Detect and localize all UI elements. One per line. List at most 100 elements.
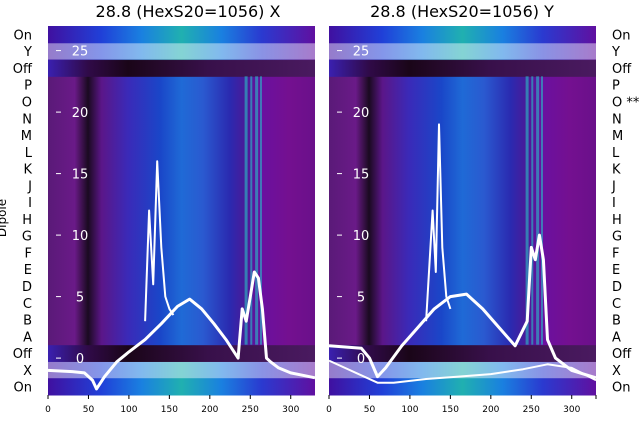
y-tick-label: 15 <box>353 168 370 183</box>
heatmap-stripe <box>250 76 253 345</box>
panel-y-x-ticks: 0 50 100 150 200 250 300 <box>326 395 597 415</box>
heatmap-row <box>48 378 315 396</box>
heatmap-row <box>329 160 596 178</box>
dipole-label: A <box>23 330 32 345</box>
heatmap-row <box>329 327 596 346</box>
dipole-label: C <box>23 297 32 312</box>
dipole-label: O ** <box>612 95 640 110</box>
heatmap-row <box>48 59 315 77</box>
dipole-label: E <box>612 263 620 278</box>
series-line <box>425 123 452 322</box>
heatmap-row <box>48 193 315 211</box>
heatmap-row <box>329 176 596 195</box>
heatmap-row <box>329 143 596 161</box>
x-tick-label: 250 <box>523 405 540 415</box>
heatmap-row <box>329 277 596 295</box>
x-tick-label: 300 <box>563 405 580 415</box>
dipole-label: A <box>612 330 621 345</box>
panel-x: 28.8 (HexS20=1056) X Dipole On X Off ABCDEF… <box>0 2 316 415</box>
x-tick-label: 50 <box>364 405 376 415</box>
panel-x-title: 28.8 (HexS20=1056) X <box>96 2 281 21</box>
dipole-label: Off <box>612 347 632 362</box>
y-tick-label: 25 <box>72 45 89 60</box>
heatmap-row <box>329 76 596 94</box>
heatmap-row <box>48 126 315 144</box>
dipole-label: X <box>612 364 621 379</box>
dipole-label: P <box>24 79 32 94</box>
dipole-label: I <box>612 196 616 211</box>
dipole-label: K <box>612 163 621 178</box>
dipole-label: C <box>612 297 621 312</box>
heatmap-row <box>329 227 596 245</box>
y-tick-label: 10 <box>353 229 370 244</box>
dipole-label: Y <box>23 45 32 60</box>
x-tick-label: 150 <box>442 405 459 415</box>
heatmap-row <box>48 109 315 128</box>
heatmap-row <box>48 327 315 346</box>
y-tick-label: 25 <box>353 45 370 60</box>
heatmap-row <box>48 210 315 228</box>
dipole-label: E <box>24 263 32 278</box>
dipole-label: On <box>612 28 630 43</box>
heatmap-row <box>329 109 596 128</box>
dipole-label: Off <box>13 62 33 77</box>
heatmap-stripe <box>531 76 534 345</box>
heatmap-row <box>48 160 315 178</box>
heatmap-stripe <box>259 76 262 345</box>
dipole-label: On <box>14 28 32 43</box>
heatmap-row <box>329 361 596 379</box>
heatmap-row <box>329 260 596 279</box>
heatmap-row <box>329 378 596 396</box>
dipole-label: P <box>612 79 620 94</box>
heatmap-row <box>48 143 315 161</box>
x-tick-label: 150 <box>161 405 178 415</box>
x-tick-label: 0 <box>326 405 332 415</box>
dipole-label: H <box>22 213 32 228</box>
dipole-label: N <box>22 112 32 127</box>
heatmap-stripe <box>536 76 540 345</box>
dipole-label: D <box>612 280 622 295</box>
heatmap-row <box>329 210 596 228</box>
dipole-label: O <box>22 95 32 110</box>
heatmap-row <box>329 26 596 44</box>
y-tick-label: 20 <box>72 106 89 121</box>
heatmap-row <box>48 227 315 245</box>
y-tick-label: 15 <box>72 168 89 183</box>
heatmap-stripe <box>525 76 529 345</box>
dipole-label: Y <box>611 45 620 60</box>
panel-x-x-ticks: 0 50 100 150 200 250 300 <box>45 395 300 415</box>
heatmap-row <box>48 244 315 262</box>
heatmap-stripe <box>540 76 543 345</box>
heatmap-row <box>329 344 596 362</box>
dipole-label: I <box>28 196 32 211</box>
heatmap-row <box>48 277 315 295</box>
heatmap-row <box>329 244 596 262</box>
heatmap-row <box>48 311 315 329</box>
series-line <box>328 359 597 384</box>
x-tick-label: 50 <box>83 405 95 415</box>
x-tick-label: 100 <box>401 405 418 415</box>
dipole-label: N <box>612 112 622 127</box>
x-tick-label: 200 <box>201 405 218 415</box>
dipole-label: X <box>23 364 32 379</box>
dipole-label: Off <box>612 62 632 77</box>
dipole-label: J <box>27 179 32 194</box>
y-tick-label: 20 <box>353 106 370 121</box>
dipole-label: Off <box>13 347 33 362</box>
x-tick-label: 300 <box>282 405 299 415</box>
panel-x-ylabel: Dipole <box>0 199 9 237</box>
dipole-label: F <box>25 246 32 261</box>
dipole-label: On <box>14 381 32 396</box>
heatmap-row <box>48 93 315 111</box>
x-tick-label: 200 <box>482 405 499 415</box>
heatmap-stripe <box>255 76 259 345</box>
heatmap-row <box>48 26 315 44</box>
panel-y-title: 28.8 (HexS20=1056) Y <box>370 2 554 21</box>
dipole-label: F <box>612 246 619 261</box>
dipole-label: K <box>23 163 32 178</box>
y-tick-label: 0 <box>76 352 84 367</box>
dipole-label: M <box>612 129 623 144</box>
